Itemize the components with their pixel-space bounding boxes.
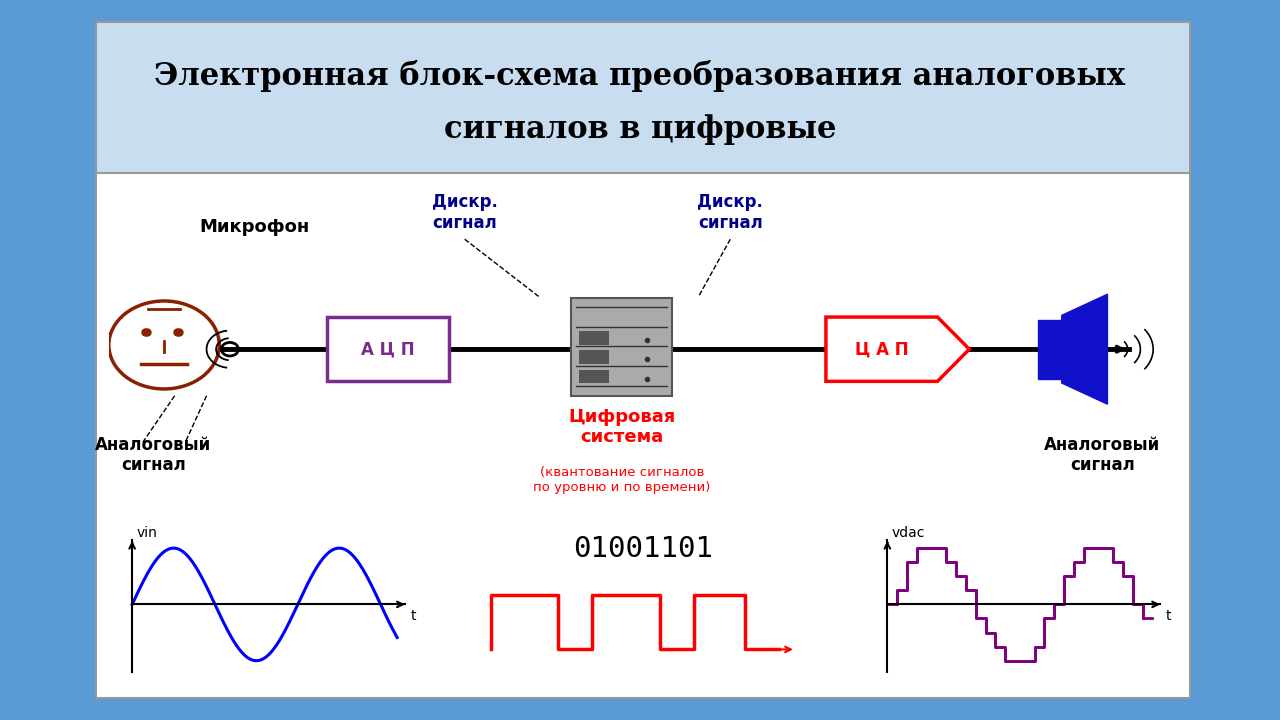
Text: Микрофон: Микрофон	[200, 217, 310, 235]
Text: Цифровая
система: Цифровая система	[568, 408, 676, 446]
Bar	[1038, 320, 1062, 379]
Text: (квантование сигналов
по уровню и по времени): (квантование сигналов по уровню и по вре…	[534, 467, 710, 495]
Text: Дискр.
сигнал: Дискр. сигнал	[431, 193, 498, 232]
Text: сигналов в цифровые: сигналов в цифровые	[444, 114, 836, 145]
Text: Аналоговый
сигнал: Аналоговый сигнал	[95, 436, 211, 474]
Bar	[580, 350, 609, 364]
Text: vin: vin	[136, 526, 157, 540]
Text: Ц А П: Ц А П	[855, 340, 909, 358]
Text: vdac: vdac	[891, 526, 924, 540]
Bar	[580, 331, 609, 345]
Polygon shape	[1062, 294, 1107, 404]
Text: 01001101: 01001101	[573, 535, 713, 563]
Text: Дискр.
сигнал: Дискр. сигнал	[698, 193, 763, 232]
Text: Аналоговый
сигнал: Аналоговый сигнал	[1044, 436, 1160, 474]
Polygon shape	[826, 317, 969, 382]
Bar	[580, 369, 609, 383]
Bar	[571, 299, 672, 396]
Text: t: t	[1165, 609, 1171, 623]
Text: Электронная блок-схема преобразования аналоговых: Электронная блок-схема преобразования ан…	[155, 60, 1125, 91]
Text: t: t	[410, 609, 416, 623]
Text: А Ц П: А Ц П	[361, 340, 415, 358]
Bar	[326, 317, 449, 382]
